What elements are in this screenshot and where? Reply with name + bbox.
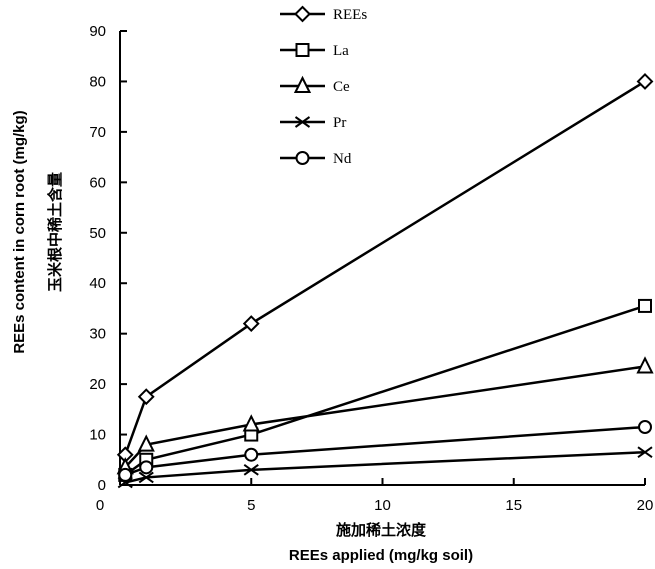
y-tick-label: 70 [89, 124, 106, 141]
legend-item-nd: Nd [280, 151, 352, 167]
axes [119, 31, 645, 486]
y-ticks: 0 10 20 30 40 50 60 70 80 90 [89, 23, 127, 494]
legend-marker-pr [294, 116, 311, 128]
series-pr-point [138, 471, 154, 484]
series-nd-line [124, 425, 646, 477]
legend-marker-ce [293, 75, 312, 93]
y-tick-label: 90 [89, 23, 106, 40]
y-tick-label: 20 [89, 376, 106, 393]
series-nd-point [244, 447, 259, 462]
legend-label-la: La [333, 43, 349, 59]
x-ticks: 0 5 10 15 20 [96, 478, 654, 514]
y-axis-title-cn: 玉米根中稀土含量 [46, 172, 64, 292]
legend-marker-nd [295, 151, 310, 165]
legend-label-ce: Ce [333, 79, 350, 95]
series-nd-point [638, 419, 652, 434]
y-tick-label: 50 [89, 225, 106, 242]
legend-marker-rees [294, 5, 311, 23]
series-nd [118, 419, 652, 482]
series-nd-point [139, 460, 154, 475]
series-rees-point [636, 73, 654, 90]
x-tick-label: 15 [505, 497, 522, 514]
x-tick-label: 0 [96, 497, 104, 514]
series-rees [116, 73, 654, 464]
x-tick-label: 20 [637, 497, 654, 514]
legend-item-rees: REEs [280, 5, 367, 23]
series-pr-point-stroke [138, 471, 154, 484]
legend-item-ce: Ce [280, 75, 350, 95]
y-tick-label: 80 [89, 73, 106, 90]
legend-label-rees: REEs [333, 7, 367, 23]
legend: REEs La Ce Pr Nd [280, 5, 367, 167]
series-pr-point-stroke [637, 446, 653, 459]
series-la [118, 298, 652, 482]
legend-item-la: La [280, 43, 349, 59]
series-pr-point-stroke [243, 464, 259, 476]
y-tick-label: 0 [98, 477, 106, 494]
x-tick-label: 5 [247, 497, 255, 514]
legend-marker-la [295, 43, 310, 57]
series-la-line [124, 304, 646, 476]
series-pr-point [243, 464, 259, 476]
x-axis-title: REEs applied (mg/kg soil) [289, 547, 473, 564]
series-la-point [638, 298, 652, 313]
series-pr-point [637, 446, 653, 459]
y-tick-label: 40 [89, 275, 106, 292]
series-rees-point [137, 388, 155, 406]
series-ce-point [242, 414, 260, 432]
series-layer [116, 73, 654, 489]
legend-label-pr: Pr [333, 115, 346, 131]
legend-label-nd: Nd [333, 151, 352, 167]
series-pr-line [124, 450, 646, 484]
y-tick-label: 30 [89, 326, 106, 343]
series-ce-point [137, 434, 155, 452]
x-axis-title-cn: 施加稀土浓度 [336, 521, 427, 539]
series-rees-point [242, 315, 260, 332]
legend-marker-pr-stroke [294, 116, 311, 128]
y-tick-label: 60 [89, 174, 106, 191]
series-ce-line [124, 365, 646, 469]
series-pr [117, 446, 653, 489]
series-ce-point [636, 356, 654, 374]
legend-item-pr: Pr [280, 115, 346, 131]
series-rees-line [124, 80, 646, 456]
x-tick-label: 10 [374, 497, 391, 514]
y-tick-label: 10 [89, 427, 106, 444]
series-nd-point [118, 467, 133, 482]
y-axis-title: REEs content in corn root (mg/kg) [11, 110, 28, 353]
